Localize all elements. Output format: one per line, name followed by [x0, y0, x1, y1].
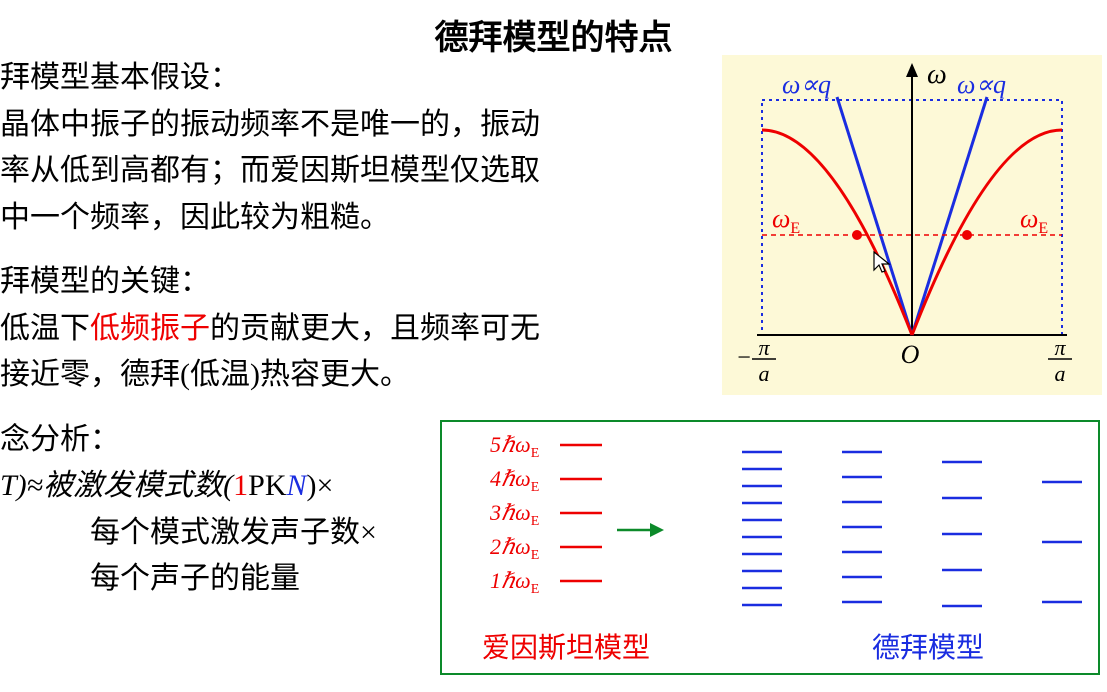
svg-text:1ℏωE: 1ℏωE	[490, 568, 539, 597]
levels-svg: 5ℏωE 4ℏωE 3ℏωE 2ℏωE 1ℏωE 爱因斯坦模型 德拜模型	[442, 422, 1102, 677]
svg-text:ωE: ωE	[772, 204, 800, 237]
svg-text:O: O	[901, 340, 920, 369]
section2-line2: 接近零，德拜(低温)热容更大。	[0, 352, 720, 399]
section1-line3: 中一个频率，因此较为粗糙。	[0, 195, 720, 242]
page-title: 德拜模型的特点	[0, 0, 1107, 59]
svg-text:a: a	[759, 361, 770, 386]
section1-head: 拜模型基本假设：	[0, 55, 720, 102]
svg-text:π: π	[758, 335, 770, 360]
f1-pk: PK	[248, 469, 286, 502]
svg-text:ωE: ωE	[1020, 204, 1048, 237]
f1-T: T)≈被激发模式数(	[0, 469, 233, 502]
s2-pre: 低温下	[0, 312, 90, 345]
svg-text:5ℏωE: 5ℏωE	[490, 432, 539, 461]
energy-levels-diagram: 5ℏωE 4ℏωE 3ℏωE 2ℏωE 1ℏωE 爱因斯坦模型 德拜模型	[440, 420, 1100, 675]
svg-text:π: π	[1054, 335, 1066, 360]
svg-text:2ℏωE: 2ℏωE	[490, 534, 539, 563]
svg-text:德拜模型: 德拜模型	[872, 632, 984, 664]
s2-post: 的贡献更大，且频率可无	[210, 312, 540, 345]
section2-head: 拜模型的关键：	[0, 259, 720, 306]
dispersion-svg: ωω∝qω∝qωEωEO−πaπa	[722, 55, 1102, 395]
svg-text:a: a	[1055, 361, 1066, 386]
svg-text:ω∝q: ω∝q	[782, 70, 831, 99]
f1-end: )×	[307, 469, 334, 502]
dispersion-diagram: ωω∝qω∝qωEωEO−πaπa	[722, 55, 1102, 395]
svg-text:4ℏωE: 4ℏωE	[490, 466, 539, 495]
svg-text:爱因斯坦模型: 爱因斯坦模型	[482, 632, 650, 664]
svg-text:ω: ω	[927, 59, 947, 90]
section1-line1: 晶体中振子的振动频率不是唯一的，振动	[0, 102, 720, 149]
svg-text:−: −	[737, 345, 751, 371]
section2-line1: 低温下低频振子的贡献更大，且频率可无	[0, 306, 720, 353]
f1-one: 1	[233, 469, 248, 502]
svg-text:ω∝q: ω∝q	[957, 70, 1006, 99]
f1-N: N	[287, 469, 307, 502]
svg-text:3ℏωE: 3ℏωE	[489, 500, 539, 529]
s2-red: 低频振子	[90, 312, 210, 345]
section1-line2: 率从低到高都有；而爱因斯坦模型仅选取	[0, 148, 720, 195]
